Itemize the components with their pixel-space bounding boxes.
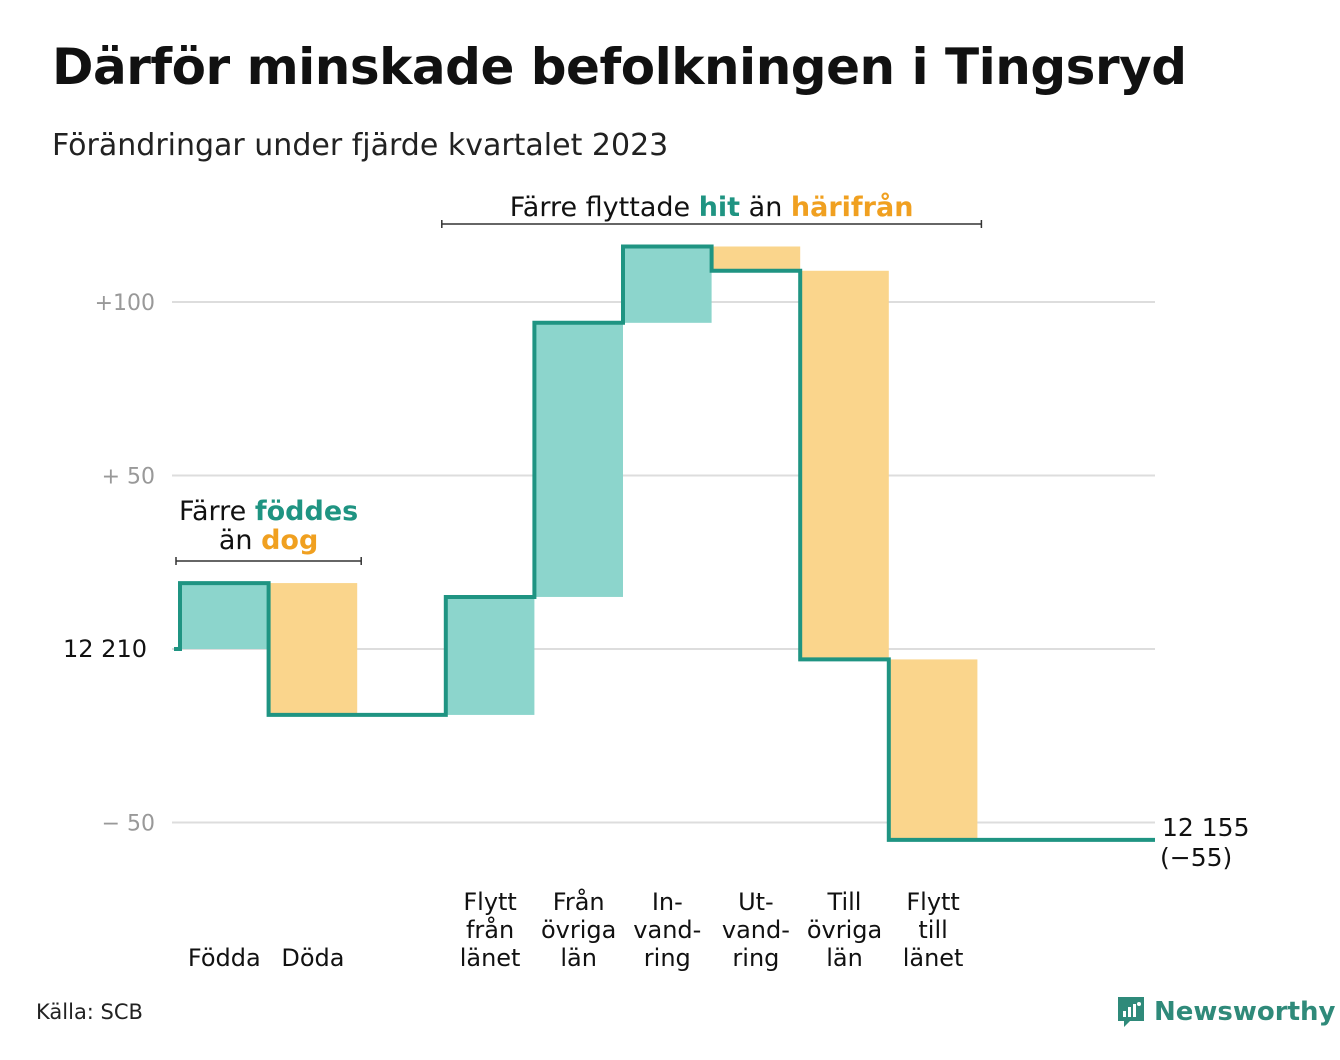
waterfall-bar	[888, 659, 978, 840]
annotation-plain-word: än	[219, 525, 261, 556]
category-label: Döda	[281, 944, 344, 972]
chart-title: Därför minskade befolkningen i Tingsryd	[52, 38, 1187, 96]
category-label: länet	[903, 944, 964, 972]
category-label: ring	[644, 944, 691, 972]
annotation-in-word: hit	[699, 192, 740, 223]
end-value-label: 12 155	[1162, 813, 1249, 842]
brand-name: Newsworthy	[1154, 997, 1336, 1027]
category-label: övriga	[541, 916, 616, 944]
y-tick-label: + 50	[102, 465, 155, 490]
annotation-plain-word: än	[740, 192, 791, 223]
waterfall-bar	[445, 596, 535, 715]
line-layer	[174, 244, 1155, 842]
annotation-text: än dog	[219, 525, 318, 556]
category-label: länet	[460, 944, 521, 972]
annotation-plain-word: Färre	[179, 496, 255, 527]
bar-layer	[180, 246, 978, 840]
category-label: Från	[553, 887, 605, 916]
annotation-text: Färre flyttade hit än härifrån	[510, 191, 914, 223]
waterfall-bar	[800, 270, 889, 660]
grid-layer	[172, 301, 1155, 824]
category-label: ring	[732, 944, 779, 972]
category-label: In-	[652, 888, 683, 916]
category-label: Födda	[188, 944, 261, 972]
category-label: till	[918, 916, 947, 944]
annotation-out-word: dog	[261, 525, 318, 556]
category-label: vand-	[722, 916, 790, 944]
source-note: Källa: SCB	[36, 1000, 143, 1024]
annotation-plain-word: Färre flyttade	[510, 192, 699, 223]
waterfall-bar	[711, 246, 801, 271]
waterfall-bar	[623, 246, 712, 323]
waterfall-bar	[268, 583, 358, 715]
category-label: län	[560, 944, 597, 972]
label-layer: +100 + 50 − 50 12 210 12 155(−55) Födda Döda Fl…	[63, 291, 1249, 972]
category-label: län	[826, 944, 863, 972]
waterfall-bar	[180, 583, 269, 649]
annotation-out-word: härifrån	[791, 191, 914, 223]
y-tick-label: − 50	[102, 812, 155, 837]
category-label: vand-	[633, 916, 701, 944]
category-label: från	[466, 915, 514, 944]
end-change-label: (−55)	[1160, 843, 1232, 872]
annotation-in-word: föddes	[255, 496, 358, 527]
newsworthy-logo-icon	[1118, 997, 1144, 1027]
category-label: Flytt	[906, 888, 960, 916]
brand-logo: Newsworthy	[1116, 994, 1335, 1030]
start-value-label: 12 210	[63, 635, 147, 663]
category-label: Ut-	[738, 888, 774, 916]
waterfall-bar	[534, 322, 623, 597]
category-label: övriga	[807, 916, 882, 944]
chart-subtitle: Förändringar under fjärde kvartalet 2023	[52, 128, 669, 163]
category-label: Flytt	[463, 888, 517, 916]
category-label: Till	[827, 888, 862, 916]
cumulative-step-line	[174, 244, 1155, 842]
y-tick-label: +100	[95, 291, 155, 316]
annotation-text: Färre föddes	[179, 496, 358, 527]
